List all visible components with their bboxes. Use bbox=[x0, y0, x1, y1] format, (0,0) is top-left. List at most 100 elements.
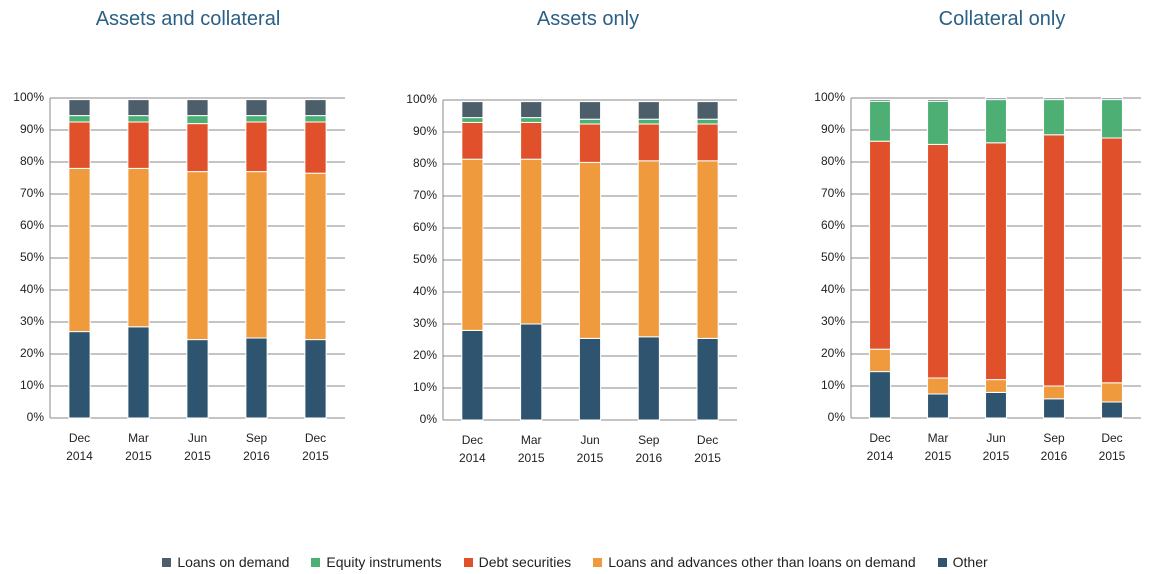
bar-segment bbox=[245, 171, 268, 339]
legend-swatch bbox=[311, 557, 321, 567]
bar-segment bbox=[245, 99, 268, 117]
bar-segment bbox=[304, 339, 327, 419]
bar-segment bbox=[304, 121, 327, 174]
bar-segment bbox=[578, 118, 602, 125]
bar-segment bbox=[1043, 398, 1065, 419]
y-tick-label: 50% bbox=[821, 250, 845, 264]
x-tick-label: Jun 2015 bbox=[184, 431, 211, 463]
legend-label: Other bbox=[952, 554, 988, 570]
legend-swatch bbox=[937, 557, 947, 567]
legend-swatch bbox=[593, 557, 603, 567]
bar-segment bbox=[186, 171, 209, 341]
bar-segment bbox=[68, 331, 91, 419]
bar-segment bbox=[304, 99, 327, 117]
bar-segment bbox=[68, 121, 91, 169]
bar-segment bbox=[869, 99, 891, 102]
y-tick-label: 70% bbox=[20, 186, 44, 200]
bar-segment bbox=[304, 115, 327, 123]
x-tick-label: Sep 2016 bbox=[1040, 431, 1068, 463]
y-tick-label: 20% bbox=[413, 348, 437, 362]
bar-segment bbox=[304, 172, 327, 341]
bar-segment bbox=[696, 123, 719, 162]
y-tick-label: 80% bbox=[821, 154, 845, 168]
y-tick-label: 70% bbox=[821, 186, 845, 200]
bar-segment bbox=[127, 99, 150, 117]
x-tick-label: Mar 2015 bbox=[125, 431, 152, 463]
bar-segment bbox=[68, 115, 91, 123]
bar-segment bbox=[68, 167, 91, 333]
y-tick-label: 80% bbox=[20, 154, 44, 168]
bar-segment bbox=[245, 115, 268, 123]
chart-title: Collateral only bbox=[938, 8, 1066, 30]
legend-label: Debt securities bbox=[478, 554, 572, 570]
bar-segment bbox=[637, 336, 660, 421]
legend-label: Equity instruments bbox=[326, 554, 442, 570]
bar-segment bbox=[127, 121, 150, 169]
bar-segment bbox=[578, 101, 602, 120]
bar-segment bbox=[637, 123, 660, 162]
y-tick-label: 60% bbox=[20, 218, 44, 232]
bar-segment bbox=[985, 379, 1007, 393]
legend-item: Loans on demand bbox=[162, 554, 289, 570]
bar-segment bbox=[245, 337, 268, 419]
y-tick-label: 30% bbox=[413, 316, 437, 330]
bar-segment bbox=[520, 323, 543, 421]
legend-item: Equity instruments bbox=[311, 554, 442, 570]
bar-segment bbox=[1101, 382, 1123, 403]
y-tick-label: 90% bbox=[20, 122, 44, 136]
y-tick-label: 60% bbox=[413, 220, 437, 234]
y-tick-label: 100% bbox=[13, 90, 44, 104]
legend-item: Debt securities bbox=[463, 554, 572, 570]
bar-segment bbox=[869, 100, 891, 142]
y-tick-label: 20% bbox=[20, 346, 44, 360]
y-tick-label: 10% bbox=[413, 380, 437, 394]
y-tick-label: 40% bbox=[20, 282, 44, 296]
x-tick-label: Dec 2014 bbox=[866, 431, 894, 463]
bar-segment bbox=[1043, 134, 1065, 387]
bar-segment bbox=[461, 117, 484, 123]
x-tick-label: Dec 2015 bbox=[302, 431, 329, 463]
x-tick-label: Jun 2015 bbox=[982, 431, 1010, 463]
legend-label: Loans on demand bbox=[177, 554, 290, 570]
bar-segment bbox=[927, 393, 949, 419]
chart-title: Assets and collateral bbox=[95, 8, 281, 30]
bar-segment bbox=[186, 115, 209, 125]
bar-segment bbox=[869, 348, 891, 373]
bar-segment bbox=[578, 161, 602, 339]
bar-segment bbox=[985, 97, 1007, 101]
y-tick-label: 100% bbox=[814, 90, 845, 104]
y-tick-label: 60% bbox=[821, 218, 845, 232]
x-tick-label: Sep 2016 bbox=[243, 431, 270, 463]
bar-segment bbox=[985, 99, 1007, 144]
bar-segment bbox=[186, 99, 209, 117]
bar-segment bbox=[1043, 97, 1065, 101]
y-tick-label: 40% bbox=[413, 284, 437, 298]
bar-segment bbox=[1101, 99, 1123, 139]
bar-segment bbox=[637, 118, 660, 125]
bar-segment bbox=[1043, 385, 1065, 400]
y-tick-label: 0% bbox=[27, 410, 45, 424]
x-tick-label: Dec 2015 bbox=[694, 433, 721, 465]
x-tick-label: Mar 2015 bbox=[517, 433, 545, 465]
x-tick-label: Dec 2014 bbox=[459, 433, 486, 465]
bar-segment bbox=[127, 115, 150, 123]
bar-segment bbox=[696, 160, 719, 339]
y-tick-label: 100% bbox=[406, 92, 437, 106]
x-tick-label: Dec 2015 bbox=[1098, 431, 1126, 463]
bar-segment bbox=[520, 117, 543, 123]
bar-segment bbox=[578, 337, 602, 421]
bar-segment bbox=[869, 371, 891, 419]
legend-item: Other bbox=[937, 554, 988, 570]
y-tick-label: 70% bbox=[413, 188, 437, 202]
y-tick-label: 10% bbox=[821, 378, 845, 392]
bar-segment bbox=[696, 101, 719, 120]
bar-segment bbox=[1101, 97, 1123, 101]
bar-segment bbox=[68, 99, 91, 117]
bar-segment bbox=[578, 123, 602, 163]
x-tick-label: Mar 2015 bbox=[924, 431, 952, 463]
bar-segment bbox=[1043, 99, 1065, 136]
bar-segment bbox=[245, 121, 268, 173]
x-tick-label: Sep 2016 bbox=[635, 433, 663, 465]
